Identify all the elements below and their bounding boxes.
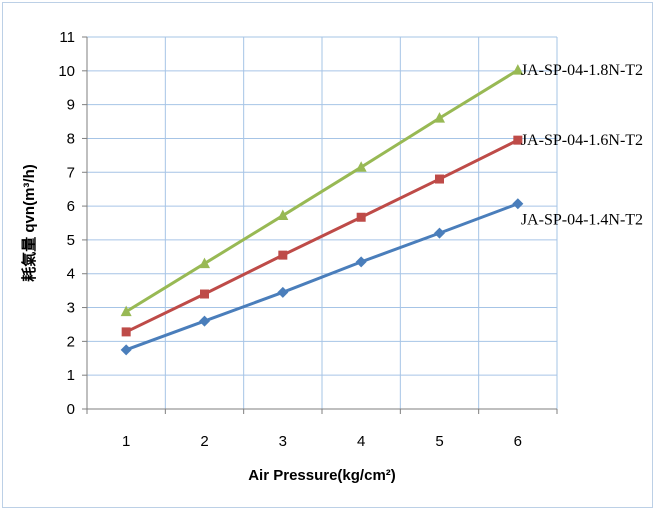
- data-point-triangle: [277, 209, 289, 221]
- y-tick-label: 9: [67, 97, 75, 114]
- data-point-square: [200, 289, 209, 299]
- series-line: [125, 202, 519, 352]
- data-point-square: [435, 174, 444, 184]
- chart-frame: [2, 2, 653, 508]
- data-point-diamond: [120, 344, 132, 356]
- data-point-triangle: [434, 112, 445, 123]
- axes: [82, 36, 558, 414]
- data-point-triangle: [120, 305, 132, 317]
- y-tick-label: 2: [67, 333, 75, 350]
- data-point-diamond: [199, 315, 210, 327]
- data-point-triangle: [199, 257, 210, 269]
- grid: [86, 36, 558, 410]
- y-tick-label: 1: [67, 367, 75, 384]
- x-tick-label: 5: [435, 433, 443, 450]
- y-tick-label: 5: [67, 232, 75, 249]
- series-line: [125, 68, 519, 313]
- data-point-square: [278, 250, 288, 260]
- series-label-group: JA-SP-04-1.4N-T2 JA-SP-04-1.6N-T2 JA-SP-04…: [521, 62, 643, 229]
- series-square: [121, 135, 523, 337]
- data-point-diamond: [277, 286, 289, 298]
- y-tick-label: 8: [67, 130, 75, 147]
- y-tick-label: 4: [67, 266, 75, 283]
- y-tick-label: 0: [67, 401, 75, 418]
- y-tick-label: 10: [58, 63, 75, 80]
- x-tick-label: 3: [279, 433, 287, 450]
- data-point-diamond: [512, 198, 524, 210]
- x-tick-label: 6: [514, 433, 522, 450]
- data-point-square: [356, 212, 366, 222]
- series-diamond: [120, 198, 524, 356]
- y-tick-label: 3: [67, 300, 75, 317]
- y-axis-title: 耗氣量 qvn(m³/h): [20, 164, 38, 282]
- data-point-diamond: [355, 256, 367, 268]
- data-point-square: [121, 327, 131, 337]
- x-tick-labels: 1 2 3 4 5 6: [122, 433, 522, 450]
- data-point-triangle: [512, 64, 524, 75]
- series-triangle: [120, 64, 524, 317]
- data-point-triangle: [355, 161, 367, 172]
- x-tick-label: 1: [122, 433, 130, 450]
- data-point-square: [513, 135, 523, 145]
- x-axis-title: Air Pressure(kg/cm²): [248, 467, 396, 484]
- series-label: JA-SP-04-1.6N-T2: [521, 132, 643, 149]
- data-point-diamond: [434, 227, 445, 239]
- x-tick-label: 4: [357, 433, 365, 450]
- series-line: [125, 138, 519, 334]
- x-tick-label: 2: [200, 433, 208, 450]
- series-group: [120, 64, 524, 356]
- y-tick-label: 6: [67, 198, 75, 215]
- y-tick-label: 11: [59, 29, 75, 46]
- y-tick-labels: 0 1 2 3 4 5 6 7 8 9 10 11: [58, 29, 75, 418]
- series-label: JA-SP-04-1.4N-T2: [521, 212, 643, 229]
- y-tick-label: 7: [67, 164, 75, 181]
- series-label: JA-SP-04-1.8N-T2: [521, 62, 643, 79]
